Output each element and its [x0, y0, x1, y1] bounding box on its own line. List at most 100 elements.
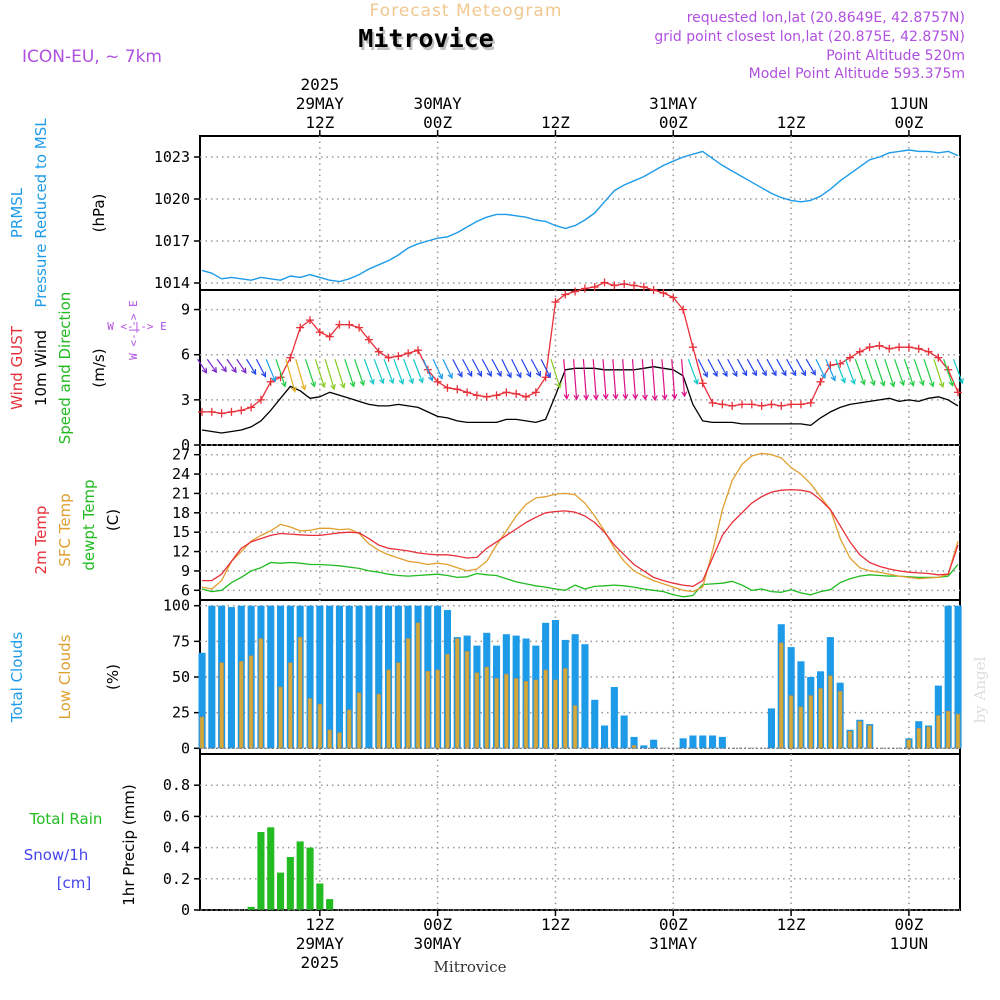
- wind-arrow: [520, 358, 532, 377]
- total-cloud-bar: [375, 605, 383, 749]
- low-cloud-bar: [513, 678, 519, 749]
- low-cloud-bar: [926, 726, 931, 749]
- wind-arrow: [717, 358, 728, 377]
- low-cloud-bar: [376, 693, 381, 749]
- pressure-ytick-label: 1023: [154, 148, 190, 166]
- low-cloud-bar: [386, 669, 391, 749]
- low-cloud-bar: [258, 638, 264, 749]
- wind-arrow-head: [506, 372, 512, 379]
- model-label: ICON-EU, ~ 7km: [22, 47, 162, 67]
- wind-arrow: [680, 359, 686, 397]
- total-cloud-bar: [718, 736, 726, 749]
- wind-arrow-head: [339, 382, 346, 389]
- wind-arrow: [612, 359, 617, 399]
- wind10-label: 10m Wind: [32, 330, 50, 406]
- low-cloud-bar: [572, 705, 578, 749]
- wind-arrow: [776, 358, 787, 376]
- wind-arrow: [631, 359, 637, 399]
- top-time-label: 1JUN: [890, 94, 929, 113]
- station-title: Mitrovice: [358, 24, 493, 53]
- wind-arrow-head: [447, 372, 453, 380]
- wind-arrow-head: [693, 378, 699, 385]
- wind-arrow: [511, 358, 522, 378]
- low-cloud-bar: [955, 713, 961, 749]
- low-cloud-bar: [337, 732, 342, 749]
- total-cloud-bar: [944, 605, 952, 749]
- low-cloud-bar: [916, 727, 921, 749]
- bottom-time-label: 31MAY: [649, 934, 698, 953]
- temp-ytick-label: 24: [172, 465, 190, 483]
- low-clouds-label: Low Clouds: [56, 634, 74, 719]
- wind-arrow: [844, 359, 856, 384]
- total-cloud-bar: [355, 605, 363, 749]
- wind-arrow-head: [889, 381, 896, 388]
- temp-ytick-label: 15: [172, 523, 190, 541]
- wind-arrow-head: [250, 368, 257, 376]
- wind-arrow: [687, 359, 698, 384]
- wind-arrow: [432, 358, 443, 379]
- wind-arrow-head: [602, 393, 609, 400]
- wind-arrow-head: [359, 380, 365, 387]
- bottom-time-label: 00Z: [423, 915, 452, 934]
- low-cloud-bar: [523, 680, 529, 749]
- wind-arrow-head: [457, 371, 463, 378]
- wind-arrow: [697, 358, 708, 377]
- wind-arrow: [835, 359, 846, 383]
- wind-arrow: [344, 359, 355, 387]
- wind-arrow: [285, 359, 296, 392]
- precip-ytick-label: 0.4: [163, 839, 190, 857]
- wind-arrow: [452, 358, 463, 377]
- rain-bar: [257, 832, 265, 910]
- wind-arrow-head: [320, 381, 326, 389]
- wind-arrow: [403, 359, 414, 384]
- top-time-label: 2025: [301, 75, 340, 94]
- total-cloud-bar: [345, 605, 353, 749]
- total-cloud-bar: [335, 605, 343, 749]
- wind-arrow-head: [241, 367, 247, 374]
- total-cloud-bar: [227, 607, 235, 749]
- low-cloud-bar: [356, 692, 362, 749]
- wind-arrow-head: [349, 381, 356, 388]
- wind-arrow-head: [280, 381, 287, 388]
- credit: by Angel: [971, 656, 989, 723]
- low-cloud-bar: [533, 679, 539, 749]
- wind-arrow-head: [388, 378, 395, 385]
- wind-arrow: [815, 358, 826, 379]
- bottom-time-label: 00Z: [894, 915, 923, 934]
- prmsl-desc-label: Pressure Reduced to MSL: [32, 118, 50, 308]
- wind-arrow-head: [211, 367, 218, 374]
- low-cloud-bar: [317, 703, 323, 749]
- total-cloud-bar: [316, 605, 324, 749]
- total-cloud-bar: [767, 708, 775, 749]
- wind-arrow: [304, 359, 316, 387]
- wind-arrow: [933, 359, 944, 388]
- low-cloud-bar: [847, 730, 853, 749]
- wind-arrow: [903, 359, 914, 386]
- rain-bar: [326, 899, 334, 910]
- wind-arrow: [671, 359, 676, 399]
- total-cloud-bar: [601, 725, 609, 749]
- snow-unit-label: [cm]: [57, 874, 92, 892]
- bottom-time-label: 12Z: [777, 915, 806, 934]
- wind-arrow-head: [583, 394, 590, 401]
- low-cloud-bar: [945, 710, 951, 749]
- top-title: Forecast Meteogram: [370, 1, 563, 21]
- low-cloud-bar: [346, 709, 352, 749]
- wind-arrow: [236, 358, 247, 374]
- dewpt-line: [201, 561, 959, 598]
- rain-label: Total Rain: [29, 810, 103, 828]
- wind-arrow-head: [622, 393, 629, 400]
- low-cloud-bar: [828, 675, 833, 749]
- bottom-time-label: 2025: [301, 953, 340, 972]
- temp-unit-label: (C): [104, 509, 122, 531]
- bottom-time-label: 29MAY: [296, 934, 345, 953]
- prmsl-unit-label: (hPa): [90, 194, 108, 233]
- top-time-label: 31MAY: [649, 94, 698, 113]
- wind-arrow: [854, 359, 865, 385]
- total-cloud-bar: [797, 661, 805, 749]
- clouds-unit-label: (%): [104, 664, 122, 690]
- wind-arrow-head: [651, 395, 658, 402]
- wind-arrow: [641, 359, 646, 400]
- gridpoint-coords: grid point closest lon,lat (20.875E, 42.…: [654, 29, 965, 45]
